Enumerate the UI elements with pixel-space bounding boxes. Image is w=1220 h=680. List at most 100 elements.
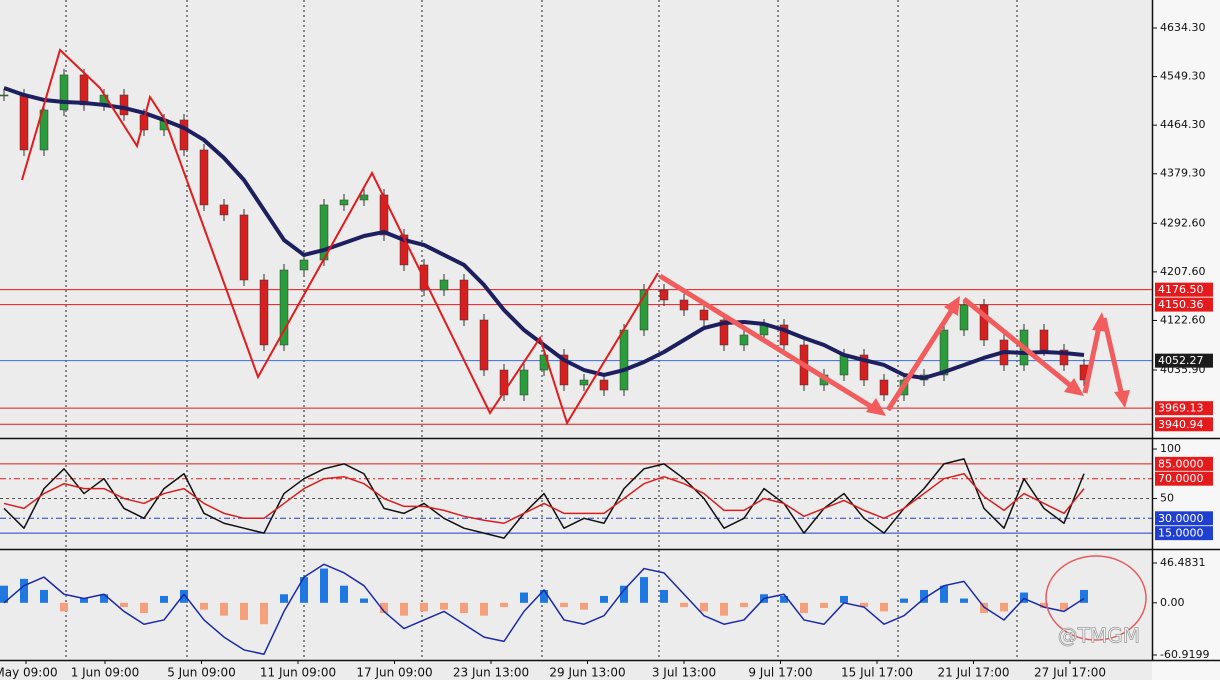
candle	[739, 334, 749, 346]
histogram-bar	[780, 595, 788, 603]
histogram-bar	[40, 589, 48, 603]
level-label: 30.0000	[1158, 512, 1204, 525]
x-tick-label: May 09:00	[0, 666, 58, 680]
candle	[859, 354, 869, 381]
series-line	[3, 86, 1085, 381]
panel-borders	[0, 0, 1220, 662]
histogram-bar	[900, 598, 908, 603]
histogram-bar	[60, 602, 68, 612]
level-label-bg	[1155, 471, 1213, 486]
y-tick-label: 4379.30	[1160, 167, 1206, 180]
annotations	[21, 48, 1147, 641]
candle	[239, 214, 249, 281]
histogram-bar	[300, 577, 308, 603]
histogram-bar	[320, 568, 328, 603]
histogram-bar	[940, 585, 948, 603]
candle	[959, 304, 969, 331]
level-label: 3969.13	[1158, 402, 1204, 415]
level-label-bg	[1155, 456, 1213, 471]
candle	[199, 149, 209, 206]
candle	[579, 379, 589, 386]
y-tick-label: 4634.30	[1160, 21, 1206, 34]
trend-arrow	[885, 303, 958, 412]
candle	[399, 234, 409, 266]
level-label-bg	[1155, 401, 1213, 416]
histogram-bar	[520, 592, 528, 603]
histogram-bar	[280, 594, 288, 603]
level-label: 4150.36	[1158, 298, 1204, 311]
candle	[499, 369, 509, 396]
histogram-bar	[240, 602, 248, 620]
candle	[339, 199, 349, 206]
histogram-bar	[400, 602, 408, 616]
x-tick-label: 17 Jun 09:00	[356, 666, 432, 680]
candle	[299, 259, 309, 271]
candle	[59, 74, 69, 111]
histogram-bar	[200, 602, 208, 610]
histogram-bar	[620, 585, 628, 603]
x-tick-label: 1 Jun 09:00	[71, 666, 140, 680]
x-tick-label: 27 Jul 17:00	[1034, 666, 1106, 680]
y-tick-label: 4122.60	[1160, 313, 1206, 326]
candle	[979, 304, 989, 341]
histogram-bar	[680, 602, 688, 608]
histogram-bar	[20, 578, 28, 603]
histogram-bar	[740, 602, 748, 608]
axis-strip	[1152, 0, 1220, 680]
candle	[639, 289, 649, 331]
histogram-bar	[140, 602, 148, 614]
histogram-bar	[960, 598, 968, 603]
level-label-bg	[1155, 511, 1213, 526]
histogram-bar	[1000, 602, 1008, 612]
histogram-bar	[880, 602, 888, 612]
histogram-bar	[660, 589, 668, 603]
candle	[519, 369, 529, 396]
candle	[259, 279, 269, 346]
trend-arrow	[1082, 321, 1103, 394]
histogram-bar	[540, 589, 548, 603]
candle	[599, 379, 609, 391]
series-line	[3, 473, 1085, 524]
y-tick-label: -60.9199	[1160, 648, 1209, 661]
level-label: 4176.50	[1158, 283, 1204, 296]
histogram-bar	[800, 602, 808, 614]
highlight-circle	[1045, 555, 1147, 641]
candle	[379, 194, 389, 236]
x-tick-label: 21 Jul 17:00	[938, 666, 1010, 680]
candle	[559, 354, 569, 386]
zigzag	[21, 48, 659, 426]
histogram-bar	[340, 585, 348, 603]
histogram-bar	[460, 602, 468, 614]
trend-arrow	[962, 297, 1078, 392]
histogram-bar	[820, 602, 828, 608]
time-grid	[65, 0, 1018, 660]
histogram-bar	[160, 595, 168, 603]
candle	[699, 309, 709, 321]
y-tick-label: 100	[1160, 442, 1181, 455]
level-label: 85.0000	[1158, 457, 1204, 470]
arrow-head	[1114, 390, 1130, 408]
histogram-bar	[480, 602, 488, 616]
level-label-bg	[1155, 417, 1213, 432]
watermark: @TMGM	[1058, 624, 1140, 648]
histogram-bar	[100, 594, 108, 603]
histogram-bar	[1020, 592, 1028, 603]
candle	[279, 269, 289, 346]
candle	[659, 289, 669, 301]
histogram-bar	[700, 602, 708, 612]
candle	[219, 204, 229, 216]
histogram-bar	[1080, 589, 1088, 603]
candle	[679, 299, 689, 311]
y-tick-label: 50	[1160, 492, 1174, 505]
histogram-bar	[180, 589, 188, 603]
x-tick-label: 11 Jun 09:00	[260, 666, 336, 680]
x-tick-label: 15 Jul 17:00	[841, 666, 913, 680]
histogram-bar	[80, 598, 88, 603]
level-label: 70.0000	[1158, 472, 1204, 485]
level-label-bg	[1155, 353, 1213, 368]
arrow-head	[866, 398, 886, 416]
level-label-bg	[1155, 526, 1213, 541]
candle	[1059, 349, 1069, 366]
candle	[119, 94, 129, 116]
histogram-bar	[440, 602, 448, 610]
